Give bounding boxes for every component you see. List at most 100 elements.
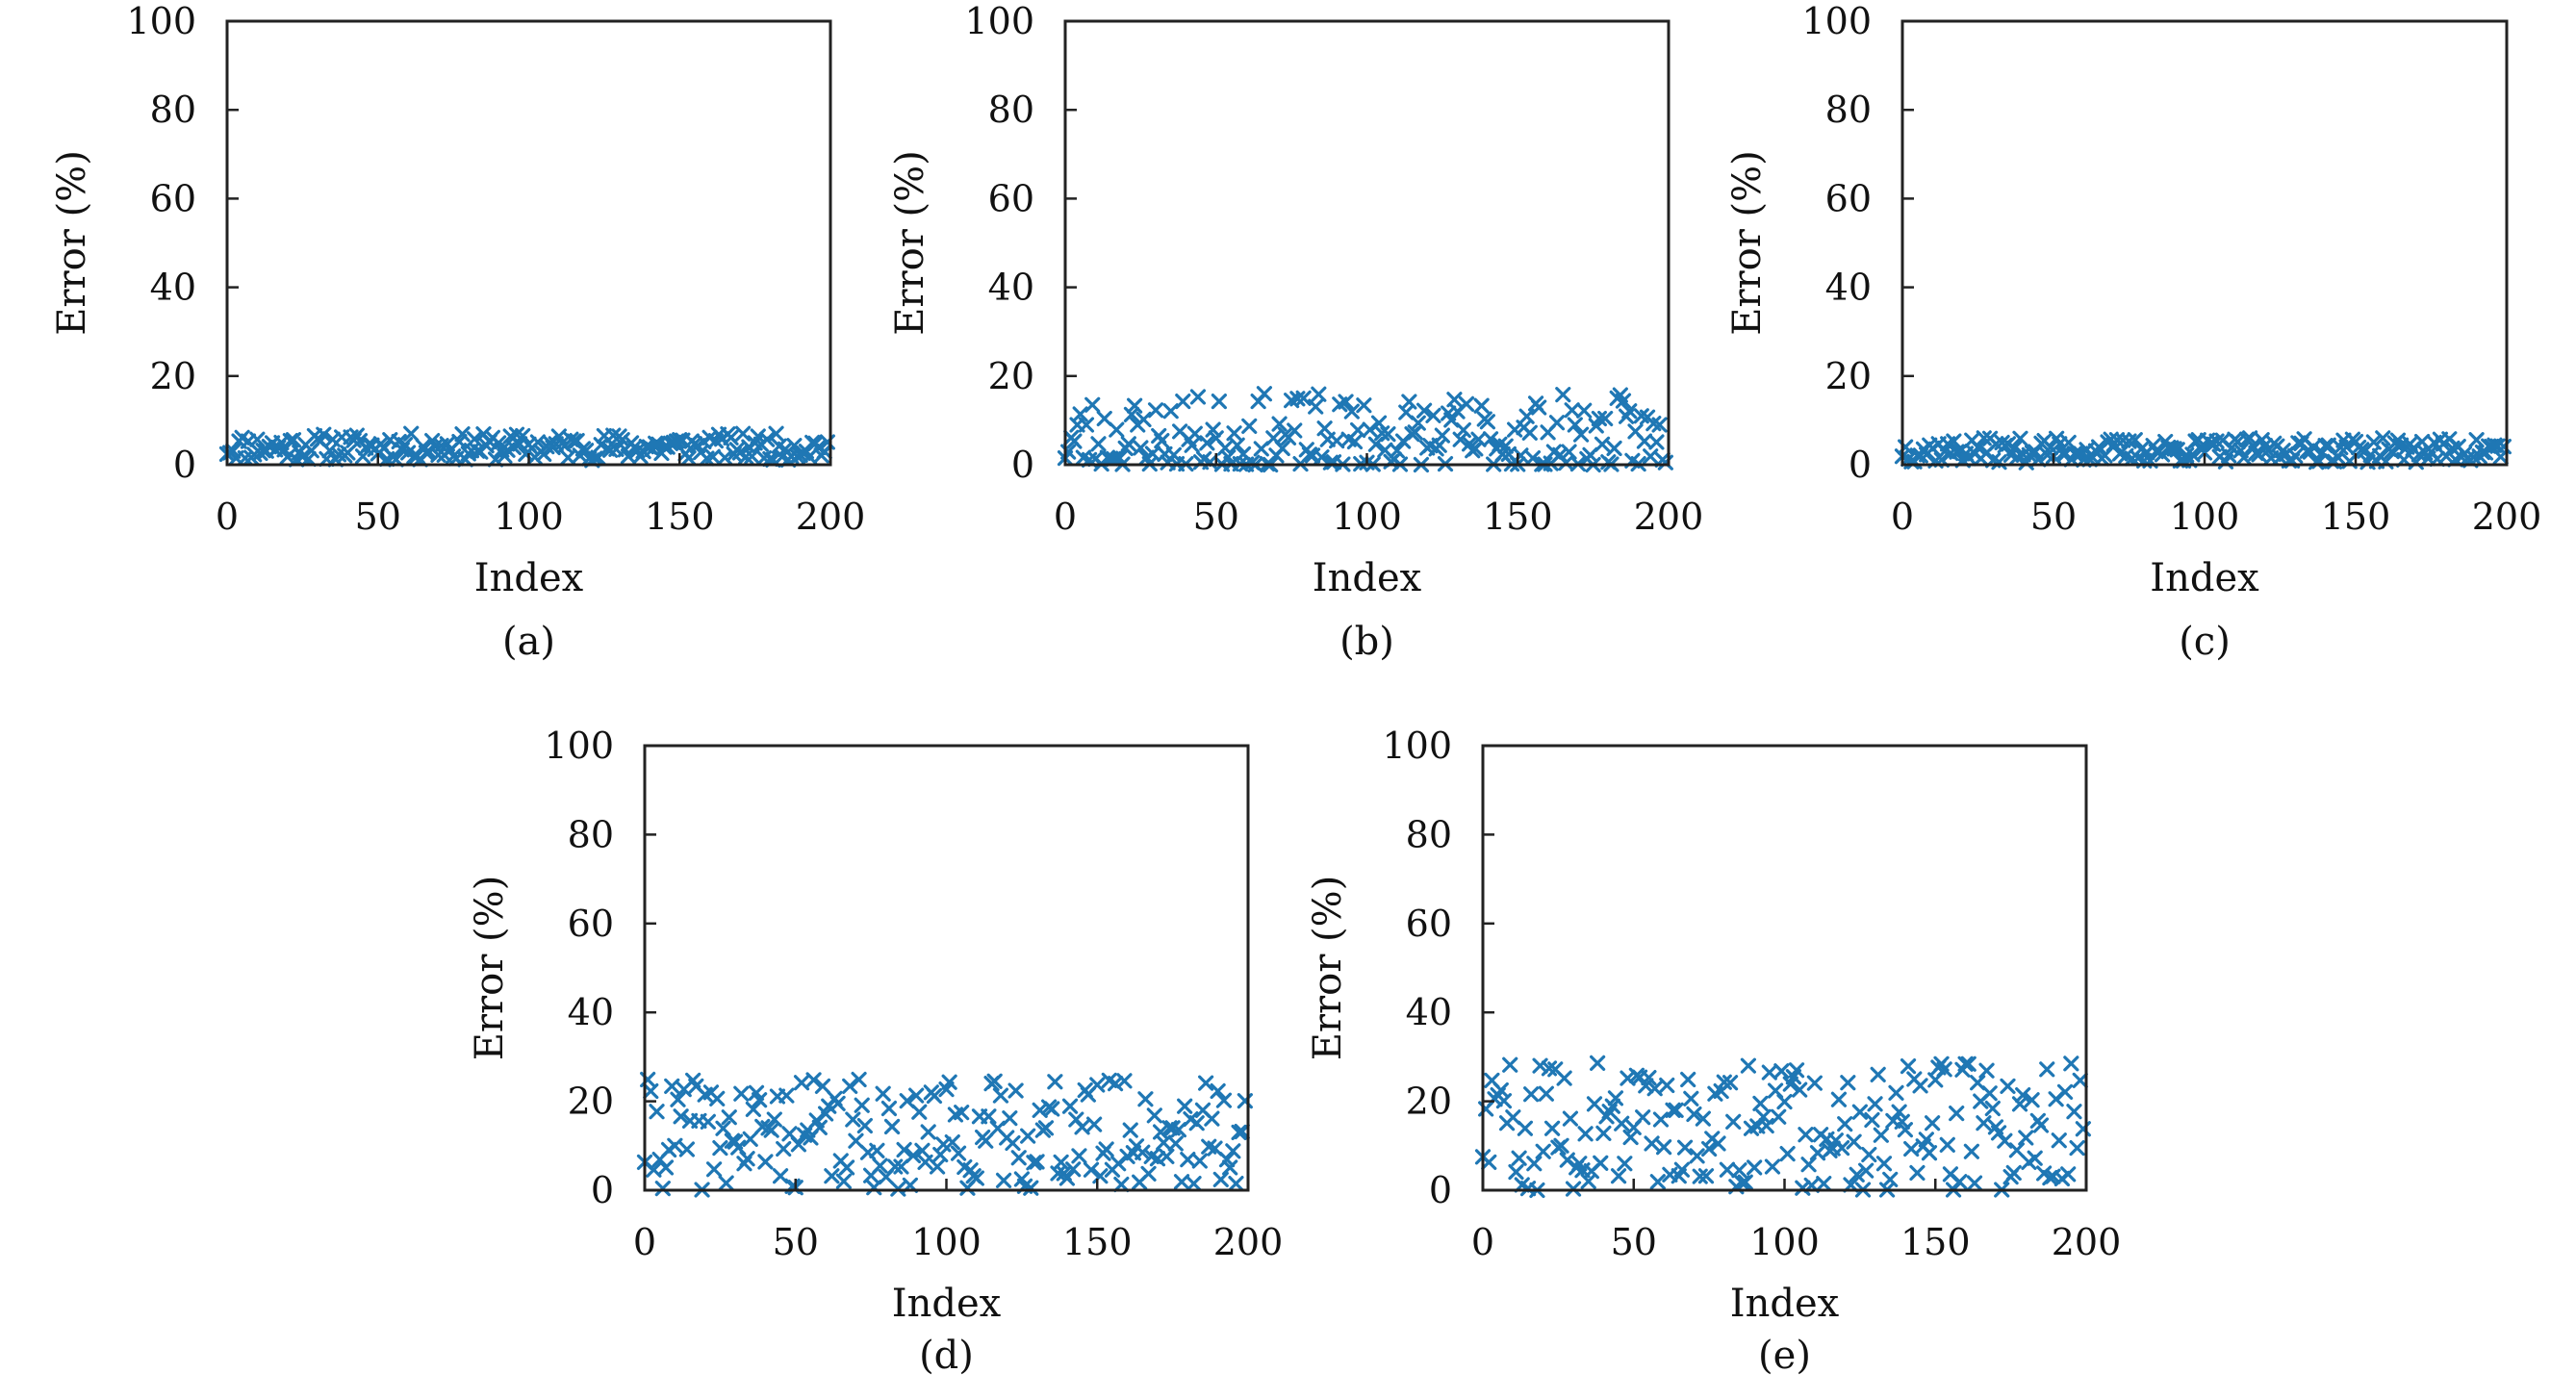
- data-point: [1984, 1100, 2001, 1117]
- x-axis-label: Index: [474, 556, 584, 600]
- data-point: [1597, 410, 1614, 427]
- data-point: [1133, 440, 1149, 456]
- data-point: [2027, 1150, 2043, 1166]
- y-axis-label: Error (%): [468, 876, 512, 1061]
- data-point: [2032, 1117, 2050, 1133]
- data-point: [1222, 1159, 1238, 1176]
- data-point: [790, 1136, 806, 1153]
- data-point: [986, 1073, 1003, 1089]
- panel-e: 0 20 40 60 80 100 0 50 100 150 200 Index Error (%) (e…: [1306, 725, 2121, 1378]
- data-point: [1044, 1101, 1060, 1117]
- y-tick-label: 80: [1406, 813, 1452, 855]
- data-point: [920, 1124, 936, 1140]
- data-point: [1538, 1085, 1554, 1102]
- data-point: [1162, 403, 1179, 420]
- data-point: [1189, 389, 1207, 405]
- data-point: [1186, 1175, 1202, 1192]
- x-tick-label: 150: [1900, 1221, 1971, 1263]
- y-tick-label: 40: [568, 991, 614, 1033]
- data-point: [856, 1117, 873, 1134]
- data-point: [454, 426, 471, 443]
- data-point: [1029, 1154, 1045, 1170]
- data-point: [1523, 1086, 1540, 1103]
- data-point: [1023, 1180, 1039, 1196]
- series-points: [1894, 430, 2512, 471]
- data-point: [899, 1093, 915, 1109]
- data-point: [1888, 1084, 1904, 1101]
- data-point: [1652, 1111, 1670, 1128]
- data-point: [1210, 1082, 1226, 1100]
- data-point: [1410, 415, 1426, 431]
- data-point: [2184, 446, 2201, 463]
- x-tick-label: 50: [2030, 496, 2077, 538]
- plot-frame: [1900, 19, 2509, 467]
- y-axis-label: Error (%): [1725, 150, 1770, 336]
- data-point: [1113, 1176, 1130, 1193]
- data-point: [1156, 1134, 1172, 1151]
- data-point: [1747, 1159, 1763, 1176]
- data-point: [2468, 432, 2485, 448]
- panel-caption: (a): [502, 620, 555, 664]
- data-point: [992, 1087, 1009, 1104]
- data-point: [2375, 430, 2391, 446]
- data-point: [1686, 1106, 1702, 1123]
- data-point: [911, 1104, 928, 1120]
- data-point: [1997, 1132, 2013, 1149]
- data-point: [2000, 1078, 2016, 1094]
- data-point: [1556, 1070, 1572, 1086]
- data-point: [817, 1106, 834, 1122]
- data-point: [1761, 1064, 1777, 1081]
- data-point: [515, 427, 531, 445]
- data-point: [1479, 414, 1496, 430]
- data-point: [1096, 410, 1112, 427]
- data-point: [1177, 1098, 1193, 1114]
- data-point: [1976, 1115, 1992, 1132]
- data-point: [872, 1157, 888, 1174]
- data-point: [1207, 1140, 1223, 1157]
- data-point: [678, 1141, 695, 1157]
- data-point: [1058, 1170, 1076, 1186]
- y-tick-label: 40: [1825, 267, 1872, 309]
- data-point: [1740, 1057, 1756, 1074]
- data-point: [1936, 1061, 1952, 1078]
- x-tick-label: 50: [1193, 496, 1239, 538]
- data-point: [249, 431, 266, 447]
- data-point: [1517, 1120, 1533, 1136]
- data-point: [2051, 1132, 2067, 1149]
- data-point: [1473, 397, 1490, 414]
- data-point: [1002, 1110, 1018, 1127]
- data-point: [2063, 1056, 2079, 1072]
- data-point: [1329, 433, 1345, 449]
- data-point: [1548, 415, 1566, 431]
- y-tick-label: 20: [568, 1081, 614, 1123]
- data-point: [1561, 444, 1577, 460]
- x-tick-label: 0: [216, 496, 239, 538]
- panel-a: 0 20 40 60 80 100 0 50 100 150 200 Index Error (%) (a…: [50, 0, 865, 664]
- data-point: [1577, 1126, 1594, 1142]
- data-point: [869, 1142, 885, 1158]
- data-point: [1912, 1078, 1928, 1094]
- data-point: [1226, 425, 1242, 442]
- data-point: [845, 1111, 861, 1128]
- data-point: [1416, 402, 1433, 419]
- y-tick-label: 60: [1825, 177, 1872, 219]
- data-point: [1771, 1108, 1787, 1125]
- data-point: [944, 1134, 960, 1151]
- data-point: [1606, 440, 1622, 457]
- y-axis-label: Error (%): [50, 150, 94, 336]
- data-point: [1758, 1117, 1774, 1134]
- data-point: [1170, 1122, 1186, 1138]
- data-point: [1098, 1141, 1114, 1157]
- data-point: [1900, 1058, 1917, 1075]
- y-tick-label: 80: [568, 813, 614, 855]
- data-point: [1607, 1090, 1624, 1106]
- data-point: [1676, 1139, 1694, 1156]
- data-point: [643, 1082, 659, 1100]
- panel-caption: (d): [919, 1334, 974, 1378]
- data-point: [1470, 431, 1487, 447]
- data-point: [2008, 1142, 2025, 1158]
- data-point: [1555, 387, 1571, 403]
- y-axis-label: Error (%): [888, 150, 932, 336]
- y-tick-label: 100: [964, 0, 1034, 42]
